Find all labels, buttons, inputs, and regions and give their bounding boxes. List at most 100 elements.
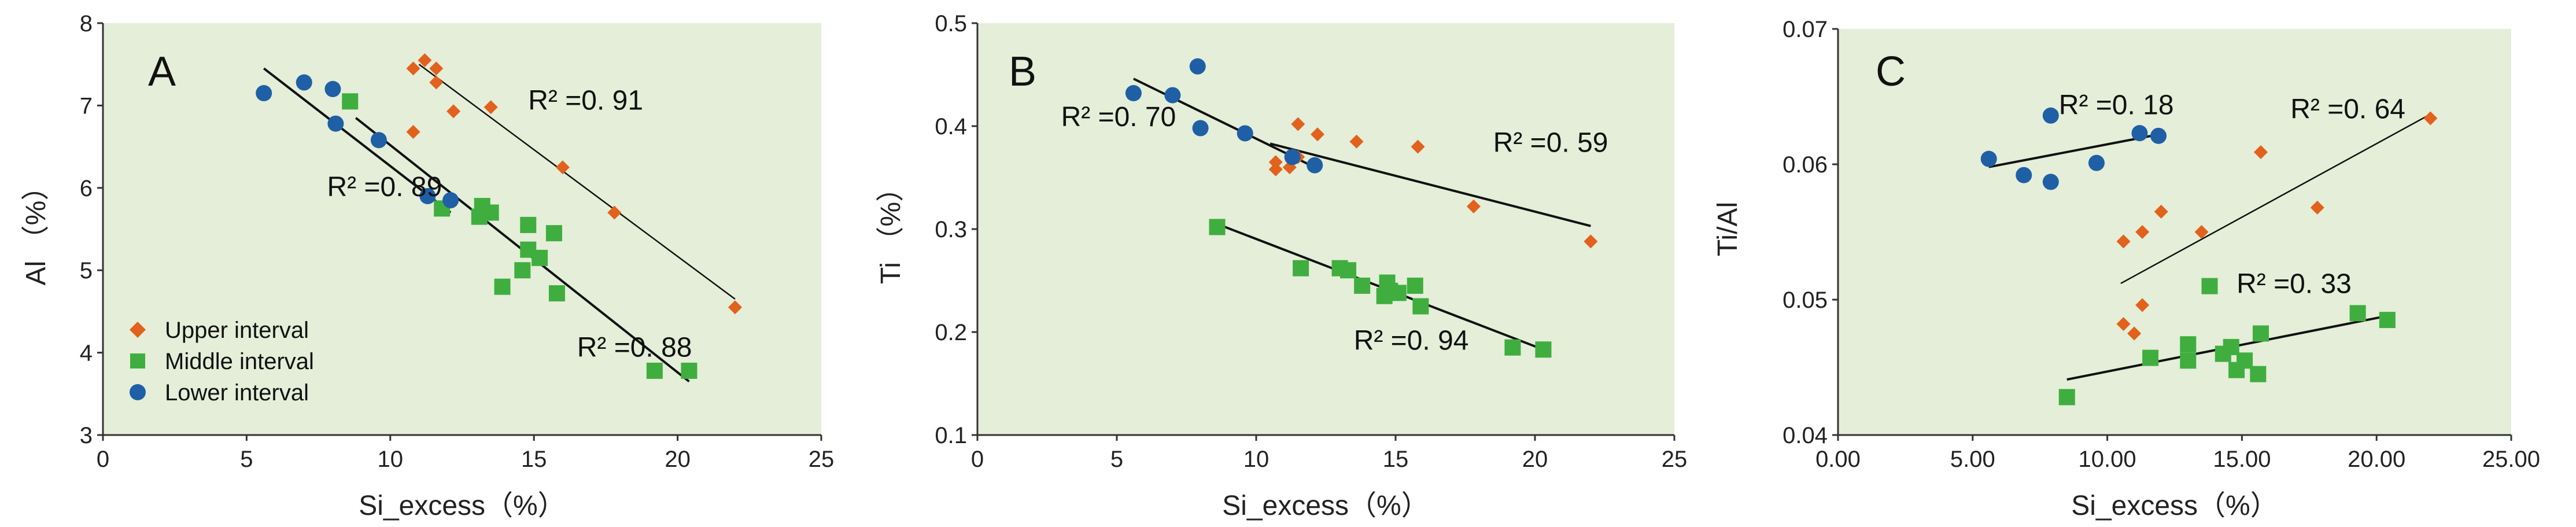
- data-point-upper: [1268, 162, 1283, 176]
- panel-b: B Si_excess（%） Ti （%） 0 5 10 15 20 25 0.1 0.2 0.…: [876, 11, 1687, 521]
- data-point-middle: [2252, 325, 2269, 342]
- data-point-middle: [532, 249, 548, 266]
- data-point-lower: [1164, 87, 1181, 104]
- data-point-upper: [2253, 145, 2268, 159]
- panel-a: A Si_excess（%） Al （%） 0 5 10 15 20 25 3 4 5 6 7 8 R…: [21, 11, 834, 521]
- legend-marker-lower: [130, 384, 146, 400]
- data-point-middle: [1354, 277, 1371, 294]
- r2-label-c: R² =0. 33: [2237, 268, 2352, 299]
- r2-label-a: R² =0. 89: [327, 172, 442, 202]
- x-tick-label-b: 25: [1662, 447, 1688, 472]
- data-point-lower: [442, 192, 459, 209]
- data-point-upper: [406, 61, 420, 76]
- data-point-middle: [1390, 285, 1407, 301]
- data-point-upper: [418, 53, 432, 68]
- data-point-upper: [555, 160, 570, 175]
- y-tick-label-c: 0.05: [1782, 288, 1828, 313]
- y-tick-label-c: 0.06: [1782, 152, 1828, 178]
- data-point-lower: [2016, 167, 2032, 183]
- data-point-middle: [2201, 278, 2218, 294]
- data-point-middle: [646, 362, 663, 379]
- data-point-middle: [2180, 336, 2197, 353]
- data-point-lower: [327, 115, 344, 132]
- fit-line-diamond-b: [1269, 142, 1591, 227]
- r2-label-c: R² =0. 18: [2059, 90, 2174, 120]
- axes-c: 0.00 5.00 10.00 15.00 20.00 25.00 0.04 0.05 0.06…: [1782, 17, 2540, 472]
- axes-a: 0 5 10 15 20 25 3 4 5 6 7 8: [80, 11, 835, 472]
- y-tick-label-a: 4: [80, 341, 93, 366]
- legend-label-lower: Lower interval: [165, 380, 309, 406]
- data-point-upper: [728, 300, 742, 315]
- data-point-middle: [514, 262, 531, 279]
- data-point-lower: [1237, 125, 1253, 142]
- data-point-upper: [446, 104, 461, 119]
- data-point-upper: [1466, 199, 1481, 213]
- data-point-middle: [2250, 366, 2267, 382]
- data-point-upper: [2154, 204, 2168, 219]
- data-point-middle: [2379, 312, 2396, 329]
- r2-labels-c: R² =0. 18 R² =0. 64 R² =0. 33: [2059, 90, 2405, 299]
- panel-c: C Si_excess（%） Ti/Al 0.00 5.00 10.00 15.00 2…: [1713, 17, 2540, 521]
- data-point-middle: [520, 216, 537, 233]
- data-point-upper: [1349, 134, 1364, 149]
- data-points-c: [1980, 107, 2438, 406]
- plot-area-a: [103, 23, 821, 435]
- y-tick-label-a: 8: [80, 11, 93, 36]
- y-tick-label-b: 0.2: [935, 320, 967, 345]
- legend-label-middle: Middle interval: [165, 349, 314, 374]
- y-axis-label-b: Ti （%）: [876, 174, 906, 284]
- data-point-upper: [1311, 127, 1325, 142]
- data-point-upper: [1411, 139, 1425, 154]
- data-point-lower: [1189, 58, 1206, 75]
- x-tick-label-c: 5.00: [1950, 447, 1995, 472]
- fit-line-diamond-a: [418, 64, 736, 300]
- data-point-middle: [1504, 339, 1521, 356]
- data-point-upper: [1268, 155, 1283, 169]
- x-tick-label-b: 0: [971, 447, 984, 472]
- data-point-lower: [2150, 127, 2167, 144]
- data-point-lower: [2088, 154, 2105, 171]
- panel-label-b: B: [1009, 49, 1036, 95]
- data-point-upper: [2135, 225, 2150, 239]
- r2-labels-a: R² =0. 91 R² =0. 89 R² =0. 88: [327, 86, 692, 363]
- x-tick-label-b: 15: [1383, 447, 1409, 472]
- data-point-middle: [545, 225, 562, 242]
- data-point-lower: [419, 188, 436, 205]
- data-point-lower: [256, 85, 272, 102]
- data-points-a: [256, 53, 742, 379]
- data-point-upper: [429, 61, 444, 76]
- data-point-middle: [2215, 345, 2231, 362]
- legend: Upper interval Middle interval Lower int…: [130, 318, 314, 406]
- x-tick-label-a: 5: [240, 447, 253, 472]
- r2-label-c: R² =0. 64: [2290, 94, 2405, 124]
- fit-line-circle-b: [1133, 78, 1316, 168]
- data-point-middle: [2142, 349, 2159, 366]
- data-point-middle: [1340, 262, 1357, 279]
- data-point-lower: [2131, 125, 2148, 142]
- data-point-middle: [342, 93, 359, 110]
- r2-label-b: R² =0. 94: [1354, 325, 1469, 356]
- data-point-upper: [2310, 200, 2324, 215]
- x-tick-label-c: 20.00: [2348, 447, 2405, 472]
- data-point-lower: [370, 132, 387, 149]
- axes-b: 0 5 10 15 20 25 0.1 0.2 0.3 0.4 0.5: [935, 11, 1687, 472]
- legend-marker-upper: [130, 322, 146, 338]
- y-tick-label-b: 0.4: [935, 114, 967, 139]
- x-tick-label-c: 10.00: [2079, 447, 2136, 472]
- data-point-upper: [2116, 234, 2131, 249]
- data-point-middle: [494, 278, 511, 295]
- data-point-upper: [406, 124, 420, 139]
- x-tick-label-a: 25: [809, 447, 835, 472]
- data-point-lower: [1307, 157, 1323, 174]
- fit-line-circle-c: [1988, 133, 2159, 168]
- x-tick-label-c: 25.00: [2482, 447, 2540, 472]
- x-axis-label-c: Si_excess（%）: [2071, 491, 2278, 521]
- data-point-middle: [482, 204, 499, 221]
- y-tick-label-a: 5: [80, 258, 93, 283]
- data-point-middle: [1412, 298, 1429, 315]
- data-point-upper: [2127, 326, 2142, 341]
- y-axis-label-c: Ti/Al: [1713, 202, 1743, 256]
- data-point-middle: [548, 285, 565, 302]
- x-axis-label-b: Si_excess（%）: [1222, 491, 1429, 521]
